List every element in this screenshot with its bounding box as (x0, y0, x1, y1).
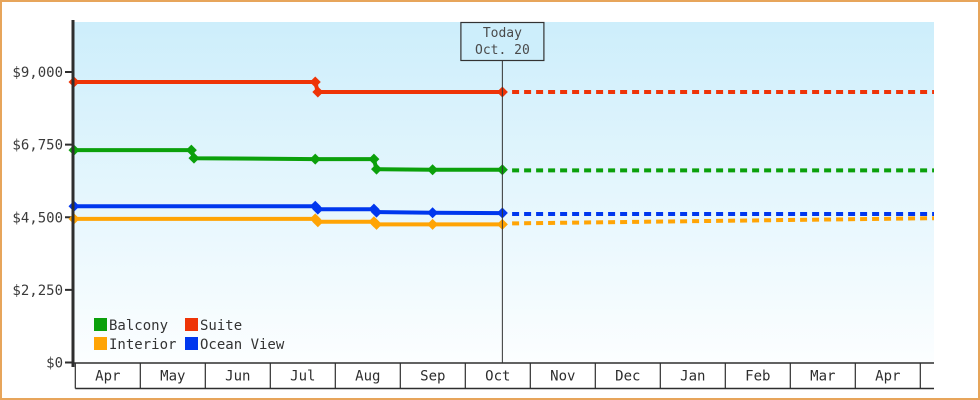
legend-label-balcony: Balcony (109, 318, 168, 334)
data-point-suite (309, 76, 321, 88)
month-label: Aug (355, 369, 380, 385)
today-box: Today Oct. 20 (460, 21, 545, 62)
legend-label-interior: Interior (109, 337, 176, 353)
legend-item-ocean-view: Ocean View (185, 337, 285, 353)
balcony-swatch-icon (94, 318, 107, 331)
y-tick-label: $6,750 (12, 138, 63, 154)
data-point-ocean-view (371, 206, 383, 218)
month-label: Sep (420, 369, 445, 385)
month-label: Jun (225, 369, 250, 385)
data-point-balcony (427, 164, 439, 176)
data-point-balcony (368, 153, 380, 165)
y-tick-label: $2,250 (12, 283, 63, 299)
data-point-ocean-view (312, 203, 324, 215)
plot-area (73, 22, 934, 363)
y-tick-label: $0 (46, 356, 63, 372)
legend-item-suite: Suite (185, 318, 242, 334)
month-label: Nov (550, 369, 575, 385)
month-label: Feb (745, 369, 770, 385)
y-tick-label: $4,500 (12, 210, 63, 226)
data-point-ocean-view (427, 207, 439, 219)
month-label: Mar (810, 369, 835, 385)
series-line-suite (72, 80, 505, 94)
data-point-balcony (309, 153, 321, 165)
series-projection-interior (512, 216, 935, 226)
legend-label-ocean-view: Ocean View (200, 337, 285, 353)
legend-item-balcony: Balcony (94, 318, 168, 334)
month-label: May (160, 369, 185, 385)
chart-generated-layer: $0 $2,250 $4,500 $6,750 $9,000 Apr May Jun Jul Au… (12, 65, 935, 390)
today-date-label: Oct. 20 (475, 43, 530, 58)
data-point-suite (312, 86, 324, 98)
legend-label-suite: Suite (200, 318, 242, 334)
data-point-interior (312, 216, 324, 228)
legend: Balcony Suite Interior Ocean View (94, 318, 285, 353)
data-point-interior (427, 218, 439, 230)
month-label: Oct (485, 369, 510, 385)
month-label: Apr (95, 369, 120, 385)
data-point-balcony (371, 163, 383, 175)
y-tick-label: $9,000 (12, 65, 63, 81)
today-label: Today (483, 26, 522, 41)
month-label: Jan (680, 369, 705, 385)
month-label: Dec (615, 369, 640, 385)
data-point-balcony (188, 152, 200, 164)
legend-item-interior: Interior (94, 337, 176, 353)
ocean-view-swatch-icon (185, 337, 198, 350)
interior-swatch-icon (94, 337, 107, 350)
suite-swatch-icon (185, 318, 198, 331)
month-label: Jul (290, 369, 315, 385)
data-point-interior (371, 218, 383, 230)
month-label: Apr (875, 369, 900, 385)
